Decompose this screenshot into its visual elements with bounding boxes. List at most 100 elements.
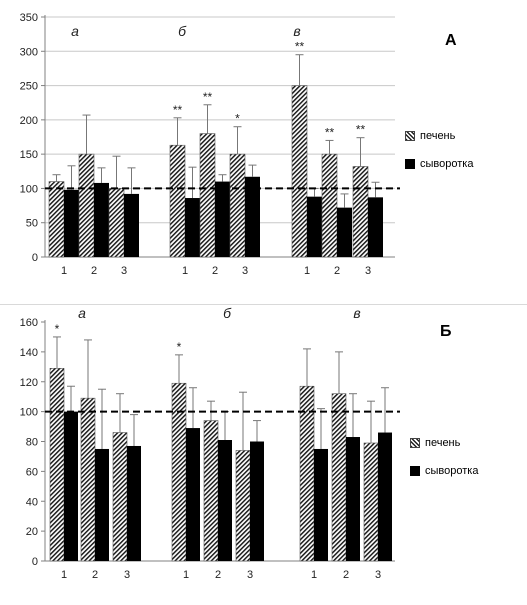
chart-b-xtick-label-2-2: 2	[215, 569, 221, 581]
chart-b-bar-liver-1-2	[80, 397, 96, 562]
chart-panel-b: 0 20 40 60 80 100 120 140 160 а * 1 2 3 б * 1 2 3 в 1 2 3 Б пе…	[0, 304, 527, 600]
legend-b-item-liver: печень	[410, 435, 478, 451]
legend-a-label-liver: печень	[420, 130, 456, 142]
chart-a-significance-3-1: **	[295, 40, 305, 54]
chart-b-xtick-label-1-3: 3	[124, 569, 130, 581]
chart-b-bar-serum-1-1	[64, 411, 78, 561]
chart-b-bar-liver-1-1	[49, 368, 65, 562]
chart-b-significance-2-1: *	[177, 340, 182, 354]
chart-b-bar-serum-3-2	[346, 437, 360, 561]
chart-a-significance-2-1: **	[173, 103, 183, 117]
chart-b-ytick-label-80: 80	[26, 437, 38, 449]
chart-b-ytick-label-160: 160	[20, 317, 38, 329]
chart-a-significance-3-3: **	[356, 123, 366, 137]
chart-a-xtick-label-2-3: 3	[242, 265, 248, 277]
chart-a-bar-serum-3-3	[368, 197, 383, 257]
chart-a-xtick-label-2-1: 1	[182, 265, 188, 277]
chart-b-bar-liver-2-1	[171, 382, 187, 562]
legend-b-label-liver: печень	[425, 437, 461, 449]
chart-a-bar-liver-3-3	[352, 166, 369, 258]
chart-a-bar-liver-2-3	[229, 153, 246, 258]
chart-b-ytick-label-60: 60	[26, 466, 38, 478]
legend-b-label-serum: сыворотка	[425, 465, 479, 477]
chart-b-bar-serum-2-3	[250, 441, 264, 561]
chart-a-bar-serum-3-1	[307, 196, 322, 257]
legend-a-item-liver: печень	[405, 128, 473, 144]
chart-a-ytick-label-200: 200	[20, 115, 38, 127]
chart-b-canvas: 0 20 40 60 80 100 120 140 160 а * 1 2 3 б * 1 2 3 в 1 2 3	[20, 305, 400, 581]
chart-b-bar-serum-1-3	[127, 445, 141, 561]
panel-label-a: А	[445, 32, 457, 49]
chart-b-ytick-label-100: 100	[20, 407, 38, 419]
chart-a-bar-liver-1-3	[108, 188, 125, 258]
chart-a-bar-liver-2-2	[199, 133, 216, 258]
chart-b-significance-1-1: *	[55, 322, 60, 336]
chart-b-bar-liver-2-2	[203, 420, 219, 562]
chart-b-ytick-label-140: 140	[20, 347, 38, 359]
chart-a-bar-liver-3-1	[291, 85, 308, 258]
chart-a-significance-2-2: **	[203, 90, 213, 104]
chart-b-xtick-label-3-1: 1	[311, 569, 317, 581]
chart-a-ytick-label-300: 300	[20, 46, 38, 58]
chart-a-ytick-label-250: 250	[20, 81, 38, 93]
chart-a-group-label-3: в	[293, 23, 300, 39]
chart-b-bar-liver-3-3	[363, 442, 379, 562]
panel-label-b: Б	[440, 323, 452, 340]
chart-b-ytick-label-120: 120	[20, 377, 38, 389]
chart-a-ytick-label-50: 50	[26, 218, 38, 230]
chart-a-ytick-label-100: 100	[20, 183, 38, 195]
chart-a-significance-3-2: **	[325, 125, 335, 139]
chart-a-bar-liver-3-2	[321, 153, 338, 258]
legend-b: печень сыворотка	[410, 435, 478, 479]
chart-a-ytick-label-350: 350	[20, 12, 38, 24]
chart-b-ytick-label-40: 40	[26, 496, 38, 508]
chart-a-bar-serum-1-1	[64, 189, 79, 257]
chart-b-group-label-3: в	[353, 305, 360, 321]
chart-b-bar-liver-1-3	[112, 432, 128, 562]
chart-a-bar-serum-2-2	[215, 181, 230, 257]
chart-b-bar-serum-3-1	[314, 448, 328, 561]
chart-b-bar-liver-2-3	[235, 450, 251, 562]
chart-b-xtick-label-3-3: 3	[375, 569, 381, 581]
legend-a-swatch-serum	[405, 159, 415, 169]
chart-a-group-label-1: а	[71, 23, 79, 39]
legend-b-swatch-serum	[410, 466, 420, 476]
chart-b-group-label-1: а	[78, 305, 86, 321]
chart-panel-a: 0 50 100 150 200 250 300 350 а 1 2 3 б ** 1 ** 2 * 3 в ** 1 **…	[0, 0, 527, 298]
chart-a-ytick-label-0: 0	[32, 252, 38, 264]
legend-b-item-serum: сыворотка	[410, 463, 478, 479]
chart-a-xtick-label-1-1: 1	[61, 265, 67, 277]
legend-a-swatch-liver	[405, 131, 415, 141]
legend-a-label-serum: сыворотка	[420, 158, 474, 170]
chart-a-bar-liver-1-1	[48, 181, 65, 258]
legend-a: печень сыворотка	[405, 128, 473, 172]
legend-a-item-serum: сыворотка	[405, 156, 473, 172]
chart-b-xtick-label-3-2: 2	[343, 569, 349, 581]
chart-a-bar-serum-2-3	[245, 176, 260, 257]
chart-a-xtick-label-3-1: 1	[304, 265, 310, 277]
chart-a-bar-liver-2-1	[169, 144, 186, 258]
chart-a-bar-liver-1-2	[78, 153, 95, 258]
chart-b-ytick-label-20: 20	[26, 526, 38, 538]
chart-b-xtick-label-1-1: 1	[61, 569, 67, 581]
chart-a-xtick-label-1-2: 2	[91, 265, 97, 277]
chart-a-significance-2-3: *	[235, 112, 240, 126]
chart-a-xtick-label-3-3: 3	[365, 265, 371, 277]
chart-b-bar-serum-2-2	[218, 440, 232, 561]
chart-b-bar-serum-1-2	[95, 448, 109, 561]
chart-b-bar-liver-3-2	[331, 393, 347, 562]
chart-b-bar-serum-3-3	[378, 432, 392, 561]
chart-a-bar-serum-1-3	[124, 193, 139, 257]
chart-a-ytick-label-150: 150	[20, 149, 38, 161]
chart-b-xtick-label-1-2: 2	[92, 569, 98, 581]
chart-b-group-label-2: б	[223, 305, 232, 321]
chart-a-xtick-label-2-2: 2	[212, 265, 218, 277]
chart-a-xtick-label-1-3: 3	[121, 265, 127, 277]
legend-b-swatch-liver	[410, 438, 420, 448]
chart-b-xtick-label-2-1: 1	[183, 569, 189, 581]
chart-a-bar-serum-2-1	[185, 198, 200, 257]
chart-a-xtick-label-3-2: 2	[334, 265, 340, 277]
chart-a-bar-serum-3-2	[337, 207, 352, 257]
chart-a-group-label-2: б	[178, 23, 187, 39]
